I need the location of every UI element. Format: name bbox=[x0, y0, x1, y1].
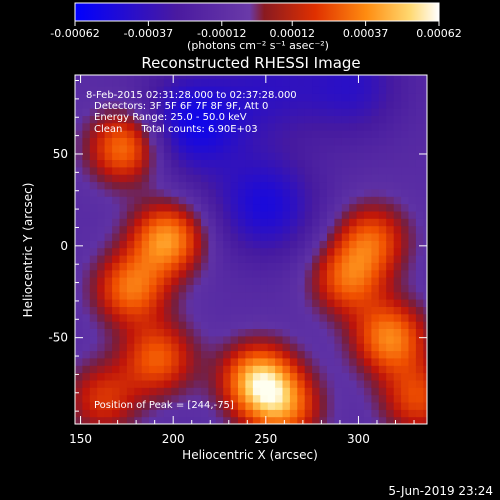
colorbar-tick-label: 0.00062 bbox=[416, 27, 462, 40]
colorbar-units: (photons cm⁻² s⁻¹ asec⁻²) bbox=[187, 39, 329, 52]
y-axis-label: Heliocentric Y (arcsec) bbox=[21, 183, 35, 318]
y-tick-label: 50 bbox=[53, 147, 68, 161]
annotation-time-range: 8-Feb-2015 02:31:28.000 to 02:37:28.000 bbox=[86, 90, 297, 101]
y-axis: 50 0 -50 bbox=[48, 80, 427, 412]
x-tick-label: 300 bbox=[347, 432, 370, 446]
colorbar-tick-label: 0.00037 bbox=[343, 27, 389, 40]
x-tick-label: 150 bbox=[69, 432, 92, 446]
plot-frame bbox=[74, 74, 428, 425]
colorbar-tick-label: -0.00062 bbox=[50, 27, 99, 40]
x-tick-label: 250 bbox=[254, 432, 277, 446]
plot-area bbox=[74, 74, 428, 425]
annotation-energy-range: Energy Range: 25.0 - 50.0 keV bbox=[94, 112, 247, 123]
x-axis-label: Heliocentric X (arcsec) bbox=[182, 448, 318, 462]
colorbar-tick-label: 0.00012 bbox=[269, 27, 315, 40]
y-tick-label: -50 bbox=[48, 331, 68, 345]
colorbar-gradient bbox=[74, 2, 440, 22]
x-axis: 150 200 250 300 bbox=[69, 75, 415, 446]
y-tick-label: 0 bbox=[60, 239, 68, 253]
annotation-detectors: Detectors: 3F 5F 6F 7F 8F 9F, Att 0 bbox=[94, 101, 268, 112]
annotation-block: 8-Feb-2015 02:31:28.000 to 02:37:28.000 … bbox=[86, 90, 297, 411]
render-timestamp: 5-Jun-2019 23:24 bbox=[388, 484, 493, 498]
chart-title: Reconstructed RHESSI Image bbox=[141, 54, 360, 72]
colorbar: -0.00062 -0.00037 -0.00012 0.00012 0.00037 0.… bbox=[50, 2, 462, 52]
heatmap-pixels bbox=[75, 75, 427, 424]
colorbar-tick-label: -0.00012 bbox=[197, 27, 246, 40]
annotation-clean-counts: Clean Total counts: 6.90E+03 bbox=[94, 124, 258, 135]
x-tick-label: 200 bbox=[162, 432, 185, 446]
peak-position-label: Position of Peak = [244,-75] bbox=[94, 400, 234, 411]
colorbar-ticks: -0.00062 -0.00037 -0.00012 0.00012 0.00037 0.… bbox=[50, 21, 462, 40]
colorbar-tick-label: -0.00037 bbox=[124, 27, 173, 40]
